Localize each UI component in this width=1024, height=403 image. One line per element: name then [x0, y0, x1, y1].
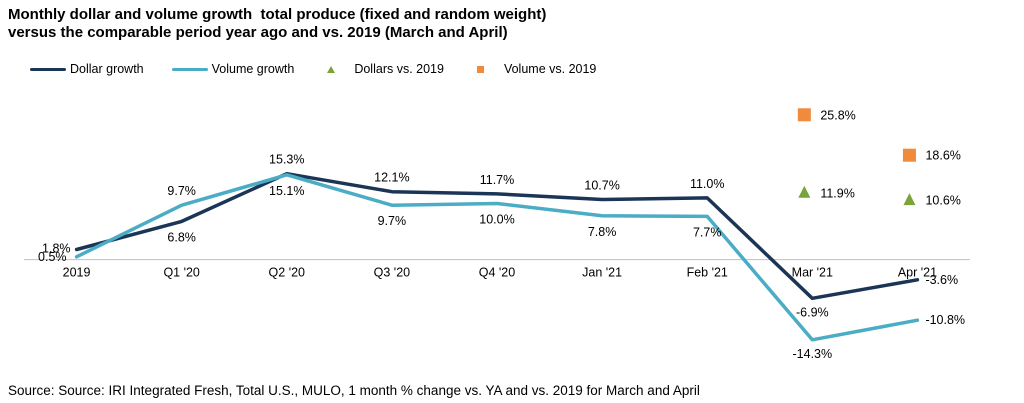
data-label-volume-2: 15.1% — [269, 184, 304, 198]
chart-title-line-1: Monthly dollar and volume growth total p… — [8, 6, 547, 23]
x-tick-label-8: Apr '21 — [898, 266, 937, 280]
legend-item-dollar-growth: Dollar growth — [30, 62, 144, 76]
legend-item-volume-vs-2019: Volume vs. 2019 — [472, 62, 596, 76]
marker-volume-2019-1 — [902, 148, 916, 162]
chart-title: Monthly dollar and volume growth total p… — [8, 6, 1008, 42]
marker-label-0-1: 10.6% — [925, 194, 960, 208]
chart-title-line-2: versus the comparable period year ago an… — [8, 24, 508, 41]
legend-line-dollar — [30, 67, 66, 71]
data-label-dollar-3: 12.1% — [374, 171, 409, 185]
x-tick-label-1: Q1 '20 — [163, 266, 199, 280]
marker-label-1-0: 25.8% — [820, 108, 855, 122]
square-marker-icon — [472, 65, 490, 73]
marker-dollars-2019-1 — [903, 193, 916, 206]
legend-item-volume-growth: Volume growth — [171, 62, 295, 76]
legend-line-volume — [171, 67, 208, 71]
marker-label-1-1: 18.6% — [925, 149, 960, 163]
x-tick-label-6: Feb '21 — [687, 266, 728, 280]
x-tick-label-4: Q4 '20 — [479, 266, 515, 280]
marker-dollars-2019-0 — [798, 185, 811, 198]
data-label-volume-7: -14.3% — [793, 347, 833, 361]
data-label-dollar-4: 11.7% — [480, 173, 515, 187]
legend-label-volume-growth: Volume growth — [211, 62, 295, 76]
x-tick-label-3: Q3 '20 — [374, 266, 410, 280]
x-tick-label-7: Mar '21 — [792, 266, 833, 280]
data-label-volume-5: 7.8% — [588, 225, 617, 239]
legend: Dollar growth Volume growth Dollars vs. … — [30, 60, 624, 78]
data-label-dollar-2: 15.3% — [269, 153, 304, 167]
triangle-marker-icon — [322, 65, 340, 73]
data-label-volume-6: 7.7% — [693, 225, 722, 239]
data-label-volume-3: 9.7% — [378, 214, 407, 228]
data-label-volume-1: 9.7% — [167, 184, 196, 198]
series-line-0 — [74, 171, 920, 301]
data-label-volume-4: 10.0% — [479, 212, 514, 226]
data-label-dollar-6: 11.0% — [690, 177, 725, 191]
series-line-1 — [74, 173, 920, 342]
legend-item-dollars-vs-2019: Dollars vs. 2019 — [322, 62, 444, 76]
source-note: Source: Source: IRI Integrated Fresh, To… — [8, 383, 700, 398]
legend-label-volume-vs-2019: Volume vs. 2019 — [503, 62, 597, 76]
data-label-dollar-1: 6.8% — [167, 230, 196, 244]
chart-plot: 2019 Q1 '20 Q2 '20 Q3 '20 Q4 '20 Jan '21 Feb '… — [24, 108, 970, 361]
data-label-dollar-0: 1.8% — [42, 241, 71, 255]
data-label-dollar-5: 10.7% — [584, 179, 619, 193]
x-tick-label-2: Q2 '20 — [269, 266, 305, 280]
data-label-volume-8: -10.8% — [925, 313, 965, 327]
data-label-dollar-8: -3.6% — [925, 273, 958, 287]
legend-label-dollar-growth: Dollar growth — [70, 62, 144, 76]
marker-label-0-0: 11.9% — [820, 186, 855, 200]
marker-volume-2019-0 — [797, 108, 811, 122]
data-label-dollar-7: -6.9% — [796, 305, 829, 319]
data-label-volume-0: 0.5% — [38, 250, 67, 264]
legend-label-dollars-vs-2019: Dollars vs. 2019 — [354, 62, 444, 76]
x-tick-label-0: 2019 — [63, 266, 91, 280]
x-tick-label-5: Jan '21 — [582, 266, 622, 280]
